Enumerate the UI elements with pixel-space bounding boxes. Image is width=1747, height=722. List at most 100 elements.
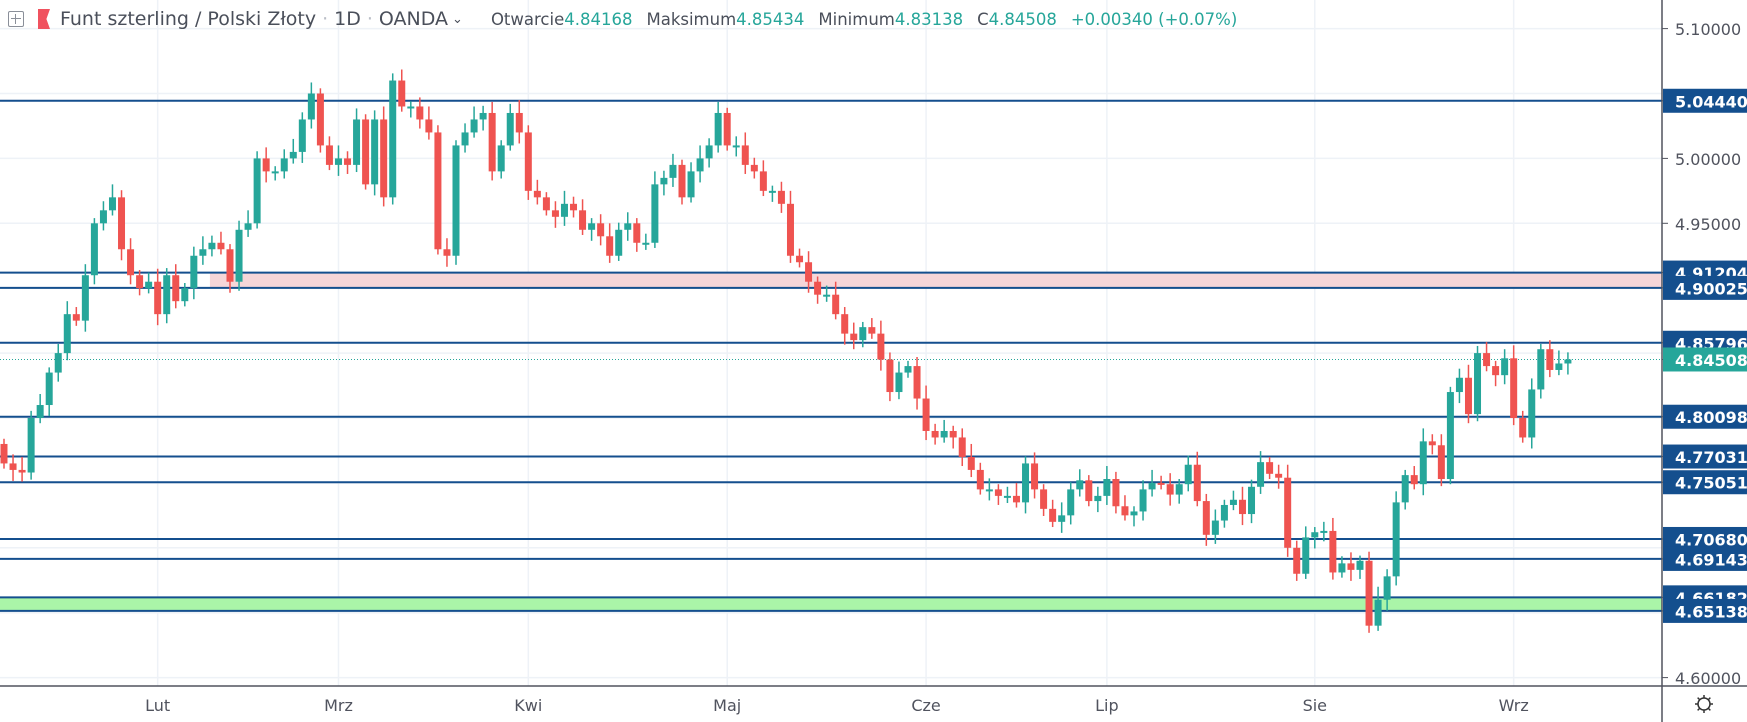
candle — [45, 367, 53, 417]
candle-body — [307, 93, 315, 120]
candle-body — [1112, 479, 1120, 507]
add-symbol-icon[interactable] — [8, 11, 24, 27]
candle — [1130, 506, 1138, 527]
candle — [714, 101, 722, 153]
candle-body — [1347, 563, 1355, 570]
candle — [1112, 471, 1120, 514]
candle-body — [633, 223, 641, 243]
candle-body — [1130, 511, 1138, 516]
candle-body — [759, 171, 767, 191]
candle-body — [506, 112, 514, 146]
candle — [154, 268, 162, 326]
time-tick-label: Wrz — [1499, 696, 1529, 715]
candle-body — [1483, 353, 1491, 367]
settings-gear-icon[interactable] — [1695, 695, 1713, 713]
symbol-name[interactable]: Funt szterling / Polski Złoty — [60, 8, 317, 30]
candle — [407, 101, 415, 118]
level-label: 5.04440 — [1675, 92, 1747, 111]
candle-body — [1302, 537, 1310, 574]
candle-body — [570, 203, 578, 211]
candle — [1483, 342, 1491, 372]
candle — [859, 321, 867, 348]
candle-body — [823, 294, 831, 297]
candle-body — [1166, 484, 1174, 495]
candle — [1392, 491, 1400, 586]
candle — [226, 244, 234, 293]
candle — [1193, 451, 1201, 507]
candle-body — [1094, 495, 1102, 502]
candle — [1374, 586, 1382, 631]
candle-body — [63, 314, 71, 354]
candle-body — [949, 430, 957, 438]
low-value: Minimum4.83138 — [818, 9, 964, 29]
candle — [0, 438, 8, 469]
level-label: 4.65138 — [1675, 602, 1747, 621]
candle-body — [145, 281, 153, 289]
candle-body — [922, 398, 930, 431]
candle-body — [732, 145, 740, 148]
candle-body — [994, 489, 1002, 496]
candle — [99, 201, 107, 231]
candle — [1067, 482, 1075, 525]
candle-body — [1248, 486, 1256, 515]
interval[interactable]: 1D — [334, 8, 361, 30]
candle-body — [976, 469, 984, 490]
candle — [850, 322, 858, 350]
candle-body — [1022, 463, 1030, 503]
candle-body — [1437, 445, 1445, 480]
candle-body — [497, 145, 505, 172]
candle — [1365, 551, 1373, 633]
candle — [560, 190, 568, 226]
level-label-bg — [1663, 275, 1747, 300]
candle-body — [967, 456, 975, 470]
price-tick-label: 5.10000 — [1675, 20, 1741, 39]
candle-body — [904, 366, 912, 373]
candle-body — [1148, 482, 1156, 490]
candle-body — [90, 223, 98, 276]
candle — [1094, 486, 1102, 513]
candle — [1401, 469, 1409, 510]
candle — [280, 149, 288, 179]
candle-body — [1401, 475, 1409, 503]
level-label: 4.80098 — [1675, 408, 1747, 427]
candle — [1076, 469, 1084, 497]
candle-body — [940, 430, 948, 438]
candle — [253, 151, 261, 229]
candle — [298, 112, 306, 163]
candle-body — [99, 210, 107, 224]
candle-body — [389, 80, 397, 198]
chevron-down-icon[interactable]: ⌄ — [452, 11, 463, 27]
candle-body — [1076, 480, 1084, 490]
level-label-bg — [1663, 88, 1747, 113]
candle-body — [1184, 464, 1192, 485]
candle — [777, 181, 785, 213]
candle-body — [262, 158, 270, 172]
candle-body — [1356, 560, 1364, 570]
chart-legend: Funt szterling / Polski Złoty · 1D · OAN… — [8, 6, 1251, 32]
candle-body — [199, 249, 207, 256]
candle-body — [298, 119, 306, 152]
candle-body — [434, 132, 442, 250]
candle-body — [244, 223, 252, 230]
candle-body — [398, 80, 406, 107]
candle-body — [9, 463, 17, 470]
candle — [208, 235, 216, 257]
candle — [705, 138, 713, 168]
candle — [895, 361, 903, 400]
time-tick-label: Cze — [911, 696, 940, 715]
candle-body — [1329, 530, 1337, 573]
candle — [1446, 386, 1454, 485]
candle — [63, 301, 71, 361]
candle-body — [470, 119, 478, 133]
candle-body — [1257, 462, 1265, 487]
candle — [841, 307, 849, 345]
candle — [307, 82, 315, 129]
candle — [868, 318, 876, 339]
candle-body — [1446, 392, 1454, 480]
candle — [1437, 434, 1445, 487]
candle-body — [136, 275, 144, 289]
time-tick-label: Lut — [145, 696, 170, 715]
high-value: Maksimum4.85434 — [646, 9, 805, 29]
candle — [334, 145, 342, 176]
